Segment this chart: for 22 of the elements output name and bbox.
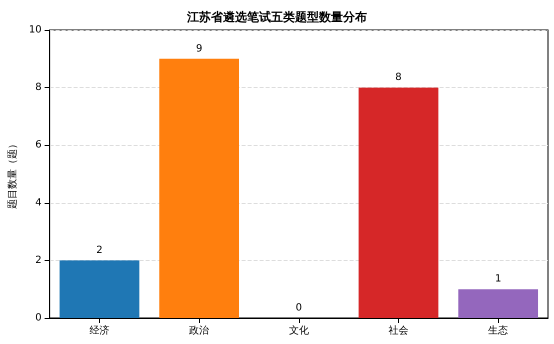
chart-title: 江苏省遴选笔试五类题型数量分布 <box>186 10 367 24</box>
y-tick-label: 8 <box>35 82 42 94</box>
data-label: 1 <box>494 274 502 285</box>
y-axis-title: 题目数量（题） <box>8 139 18 209</box>
x-tick-label: 经济 <box>89 324 110 336</box>
x-tick-label: 社会 <box>388 324 408 336</box>
bar <box>358 88 438 318</box>
x-tick-label: 文化 <box>288 324 309 336</box>
y-tick-label: 4 <box>35 197 42 208</box>
x-tick-label: 政治 <box>189 324 210 336</box>
bar <box>60 260 140 318</box>
data-label: 8 <box>395 72 402 84</box>
bar <box>159 58 240 318</box>
y-tick-label: 6 <box>35 140 42 151</box>
data-label: 9 <box>196 43 202 54</box>
x-tick-label: 生态 <box>488 324 508 336</box>
data-label: 2 <box>96 244 103 256</box>
data-label: 0 <box>296 302 302 314</box>
bar <box>458 289 538 318</box>
y-tick-label: 10 <box>28 24 42 36</box>
y-tick-label: 0 <box>35 312 42 324</box>
y-tick-label: 2 <box>35 254 42 266</box>
